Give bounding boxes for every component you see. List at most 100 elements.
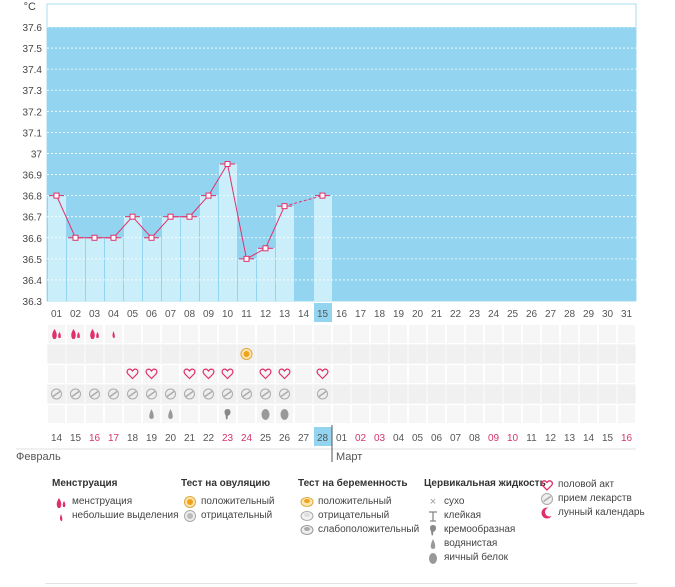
pill-icon: [203, 388, 214, 400]
symbol-cell: [333, 385, 350, 403]
symbol-cell: [485, 345, 502, 363]
symbol-cell: [485, 325, 502, 343]
cycle-day-label: 14: [298, 309, 310, 320]
temp-bar: [314, 195, 332, 301]
pill-line: [242, 390, 251, 398]
symbol-cell: [599, 385, 616, 403]
menstruation-icon: [90, 329, 99, 339]
pill-icon: [70, 388, 81, 400]
symbol-cell: [523, 325, 540, 343]
date-label: 07: [450, 433, 462, 444]
temp-bar: [67, 237, 85, 301]
date-label: 15: [70, 433, 82, 444]
symbol-cell: [580, 385, 597, 403]
symbol-cell: [295, 325, 312, 343]
symbol-cell: [162, 325, 179, 343]
temp-bar: [86, 237, 104, 301]
symbol-cell: [447, 385, 464, 403]
symbol-cell: [181, 405, 198, 423]
symbol-cell: [466, 325, 483, 343]
cycle-day-label: 19: [393, 309, 405, 320]
pill-icon: [260, 388, 271, 400]
menstruation-icon: [54, 495, 68, 509]
legend-item: прием лекарств: [538, 492, 645, 506]
pill-icon: [146, 388, 157, 400]
symbol-cell: [523, 385, 540, 403]
heart-icon: [278, 368, 291, 380]
symbol-cell: [352, 345, 369, 363]
symbol-cell: [466, 365, 483, 383]
cycle-day-label: 18: [374, 309, 386, 320]
temp-point: [72, 234, 79, 241]
test-negative-icon: [183, 509, 197, 523]
menstruation-icon: [71, 329, 80, 339]
legend-item: лунный календарь: [538, 506, 645, 520]
symbol-cell: [86, 345, 103, 363]
date-label: 17: [108, 433, 120, 444]
cycle-day-label: 27: [545, 309, 557, 320]
symbol-cell: [390, 405, 407, 423]
symbol-cell: [580, 325, 597, 343]
cycle-day-label: 24: [488, 309, 500, 320]
sticky-icon: [426, 509, 440, 523]
legend-item: слабоположительный: [298, 523, 419, 537]
y-tick-label: 36.7: [23, 213, 43, 224]
date-label: 26: [279, 433, 291, 444]
cycle-day-label: 04: [108, 309, 120, 320]
symbol-cell: [181, 365, 198, 383]
symbol-cell: [618, 365, 635, 383]
cycle-day-label: 22: [450, 309, 462, 320]
cream: [224, 409, 231, 420]
month-label: Февраль: [16, 451, 61, 463]
legend-item: яичный белок: [424, 551, 546, 565]
symbol-cell: [371, 405, 388, 423]
drop: [168, 409, 173, 419]
temp-point: [129, 213, 136, 220]
legend-item: клейкая: [424, 509, 546, 523]
pill-line: [109, 390, 118, 398]
symbol-cell: [542, 365, 559, 383]
temp-bar: [48, 195, 66, 301]
legend-label: положительный: [318, 496, 392, 507]
heart: [259, 368, 272, 380]
y-tick-label: 37.5: [23, 44, 43, 55]
heart-icon: [183, 368, 196, 380]
symbol-cell: [276, 345, 293, 363]
pill-line: [280, 390, 289, 398]
current-day-highlight: [314, 303, 332, 322]
date-label: 15: [602, 433, 614, 444]
symbol-cell: [105, 365, 122, 383]
y-tick-label: 36.8: [23, 192, 43, 203]
symbol-cell: [86, 405, 103, 423]
y-tick-label: 37.3: [23, 86, 43, 97]
pill-icon: [89, 388, 100, 400]
legend-label: яичный белок: [444, 552, 509, 563]
date-label: 20: [165, 433, 177, 444]
symbol-cell: [561, 385, 578, 403]
symbol-cell: [447, 365, 464, 383]
pill-icon: [165, 388, 176, 400]
temp-point: [281, 203, 288, 210]
legend-menstruation: Менструация менструация небольшие выделе…: [52, 478, 179, 523]
date-label: 24: [241, 433, 253, 444]
symbol-cell: [485, 405, 502, 423]
symbol-cell: [124, 365, 141, 383]
symbol-cell: [485, 385, 502, 403]
drop: [149, 409, 154, 419]
cycle-day-label: 15: [317, 309, 329, 320]
symbol-cell: [542, 345, 559, 363]
symbol-cell: [561, 345, 578, 363]
symbol-cell: [466, 385, 483, 403]
date-label: 28: [317, 433, 329, 444]
heart-icon: [316, 368, 329, 380]
symbol-cell: [428, 365, 445, 383]
symbol-cell: [276, 325, 293, 343]
dry-icon: ×: [429, 496, 437, 508]
legend-item: небольшие выделения: [52, 509, 179, 523]
symbol-cell: [257, 325, 274, 343]
symbol-cell: [295, 385, 312, 403]
symbol-cell: [105, 405, 122, 423]
temp-line-dashed: [284, 195, 323, 207]
cycle-day-label: 29: [583, 309, 595, 320]
symbol-cell: [428, 405, 445, 423]
